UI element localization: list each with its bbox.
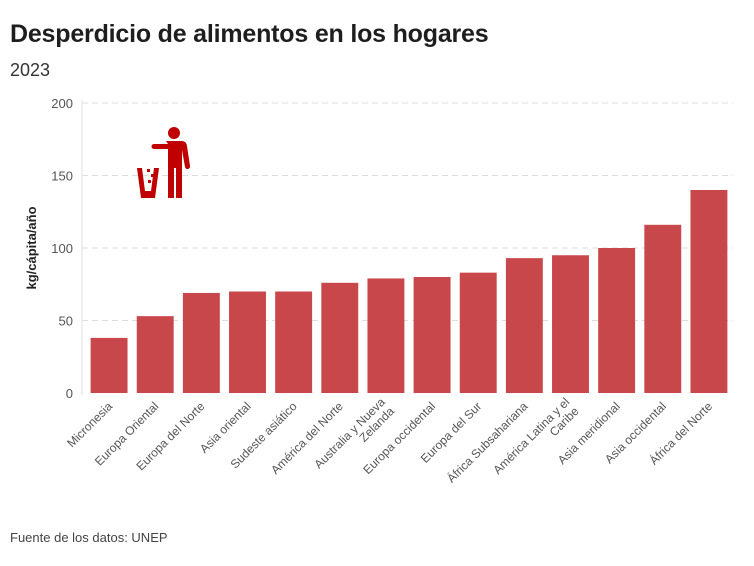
y-axis-label: kg/cápita/año — [24, 206, 39, 289]
bar — [598, 248, 636, 393]
bar — [367, 278, 405, 393]
y-tick-label: 200 — [51, 96, 73, 111]
gridlines — [82, 102, 733, 321]
y-tick-label: 0 — [66, 386, 73, 401]
y-tick-label: 100 — [51, 241, 73, 256]
bar — [413, 277, 451, 393]
y-axis-ticks: 0 50 100 150 200 — [51, 96, 73, 401]
bar — [275, 291, 313, 393]
chart-subtitle: 2023 — [10, 60, 51, 80]
bar — [321, 282, 359, 393]
chart-title: Desperdicio de alimentos en los hogares — [10, 20, 489, 48]
bar — [136, 316, 174, 393]
y-tick-label: 150 — [51, 169, 73, 184]
bars — [90, 190, 728, 393]
bar — [505, 258, 543, 393]
bar — [229, 291, 266, 393]
x-tick-label: América Latina y elCaribe — [490, 395, 581, 486]
bar — [182, 292, 220, 393]
y-tick-label: 50 — [59, 314, 73, 329]
bar — [552, 255, 589, 393]
bar — [459, 272, 497, 393]
bar — [690, 190, 728, 393]
bar — [644, 224, 682, 393]
x-tick-label: Australia y NuevaZelanda — [311, 395, 397, 481]
trash-person-icon — [137, 127, 191, 198]
bar — [90, 337, 128, 393]
data-source: Fuente de los datos: UNEP — [10, 530, 168, 545]
